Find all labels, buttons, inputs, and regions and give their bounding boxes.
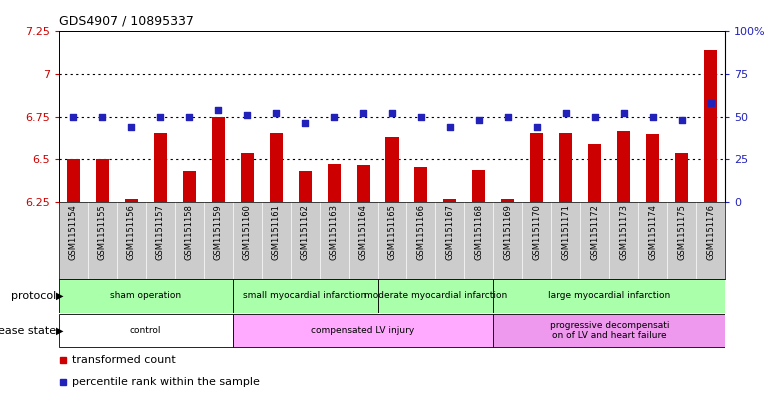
Point bbox=[705, 100, 717, 106]
Bar bbox=[328, 164, 340, 202]
Bar bbox=[646, 134, 659, 202]
Point bbox=[676, 117, 688, 123]
Point bbox=[241, 112, 253, 118]
Text: GSM1151171: GSM1151171 bbox=[561, 204, 570, 260]
Bar bbox=[357, 165, 369, 202]
Point bbox=[125, 124, 137, 130]
Bar bbox=[493, 279, 725, 312]
Text: GSM1151169: GSM1151169 bbox=[503, 204, 513, 260]
Bar bbox=[559, 133, 572, 202]
Text: GSM1151154: GSM1151154 bbox=[69, 204, 78, 260]
Text: GSM1151155: GSM1151155 bbox=[98, 204, 107, 260]
Text: GSM1151174: GSM1151174 bbox=[648, 204, 657, 260]
Bar bbox=[96, 159, 109, 202]
Bar bbox=[493, 314, 725, 347]
Text: GDS4907 / 10895337: GDS4907 / 10895337 bbox=[59, 14, 194, 27]
Bar bbox=[473, 169, 485, 202]
Text: disease state: disease state bbox=[0, 325, 56, 336]
Bar bbox=[444, 198, 456, 202]
Bar bbox=[675, 153, 688, 202]
Bar bbox=[233, 279, 378, 312]
Point bbox=[212, 107, 224, 113]
Text: GSM1151164: GSM1151164 bbox=[358, 204, 368, 260]
Text: small myocardial infarction: small myocardial infarction bbox=[244, 292, 367, 300]
Bar bbox=[212, 118, 225, 202]
Text: GSM1151170: GSM1151170 bbox=[532, 204, 542, 260]
Bar bbox=[59, 279, 233, 312]
Point bbox=[531, 124, 543, 130]
Bar bbox=[704, 50, 717, 202]
Bar bbox=[530, 133, 543, 202]
Text: GSM1151172: GSM1151172 bbox=[590, 204, 599, 260]
Point bbox=[67, 113, 79, 119]
Text: protocol: protocol bbox=[11, 291, 56, 301]
Point bbox=[415, 113, 427, 119]
Point bbox=[386, 110, 398, 116]
Text: ▶: ▶ bbox=[56, 325, 64, 336]
Text: sham operation: sham operation bbox=[111, 292, 181, 300]
Text: GSM1151161: GSM1151161 bbox=[271, 204, 281, 260]
Text: GSM1151176: GSM1151176 bbox=[706, 204, 715, 260]
Bar bbox=[588, 144, 601, 202]
Point bbox=[618, 110, 630, 116]
Point bbox=[183, 113, 195, 119]
Text: GSM1151158: GSM1151158 bbox=[185, 204, 194, 260]
Text: GSM1151160: GSM1151160 bbox=[242, 204, 252, 260]
Bar bbox=[241, 153, 254, 202]
Bar bbox=[378, 279, 493, 312]
Text: GSM1151165: GSM1151165 bbox=[387, 204, 397, 260]
Bar bbox=[617, 131, 630, 202]
Text: percentile rank within the sample: percentile rank within the sample bbox=[72, 377, 260, 387]
Bar bbox=[154, 133, 167, 202]
Text: compensated LV injury: compensated LV injury bbox=[311, 326, 415, 335]
Point bbox=[589, 113, 601, 119]
Text: large myocardial infarction: large myocardial infarction bbox=[548, 292, 670, 300]
Point bbox=[299, 120, 311, 127]
Bar bbox=[125, 199, 138, 202]
Text: GSM1151157: GSM1151157 bbox=[156, 204, 165, 260]
Point bbox=[560, 110, 572, 116]
Text: GSM1151159: GSM1151159 bbox=[214, 204, 223, 260]
Bar bbox=[299, 171, 311, 202]
Point bbox=[357, 110, 369, 116]
Point bbox=[154, 113, 166, 119]
Text: GSM1151173: GSM1151173 bbox=[619, 204, 628, 260]
Point bbox=[96, 113, 108, 119]
Text: control: control bbox=[130, 326, 162, 335]
Bar bbox=[386, 137, 398, 202]
Text: GSM1151162: GSM1151162 bbox=[300, 204, 310, 260]
Text: GSM1151163: GSM1151163 bbox=[329, 204, 339, 260]
Text: GSM1151167: GSM1151167 bbox=[445, 204, 455, 260]
Point bbox=[647, 113, 659, 119]
Bar bbox=[233, 314, 493, 347]
Bar bbox=[67, 159, 80, 202]
Bar bbox=[502, 198, 514, 202]
Text: GSM1151168: GSM1151168 bbox=[474, 204, 484, 260]
Text: transformed count: transformed count bbox=[72, 355, 176, 365]
Text: GSM1151166: GSM1151166 bbox=[416, 204, 426, 260]
Point bbox=[328, 113, 340, 119]
Bar bbox=[415, 167, 427, 202]
Point bbox=[473, 117, 485, 123]
Text: progressive decompensati
on of LV and heart failure: progressive decompensati on of LV and he… bbox=[550, 321, 669, 340]
Text: GSM1151156: GSM1151156 bbox=[127, 204, 136, 260]
Bar bbox=[59, 314, 233, 347]
Point bbox=[502, 113, 514, 119]
Point bbox=[270, 110, 282, 116]
Bar bbox=[183, 171, 196, 202]
Text: GSM1151175: GSM1151175 bbox=[677, 204, 686, 260]
Text: ▶: ▶ bbox=[56, 291, 64, 301]
Bar bbox=[270, 133, 282, 202]
Text: moderate myocardial infarction: moderate myocardial infarction bbox=[364, 292, 507, 300]
Point bbox=[444, 124, 456, 130]
